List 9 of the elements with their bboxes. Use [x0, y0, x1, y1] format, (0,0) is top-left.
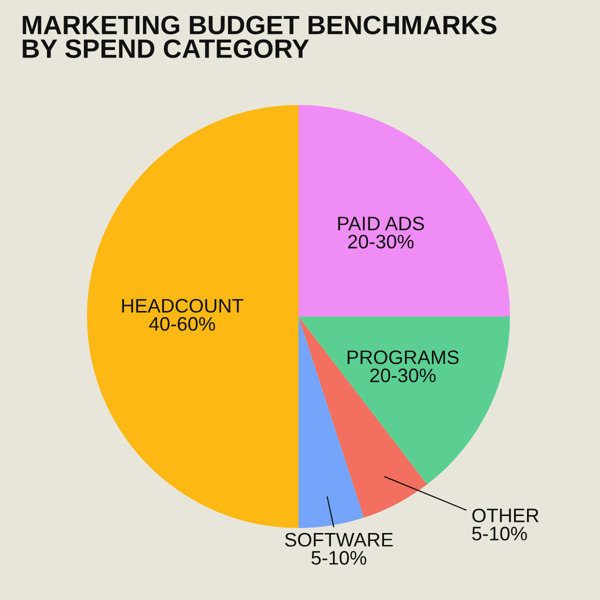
chart-title: MARKETING BUDGET BENCHMARKS BY SPEND CATEGORY — [22, 16, 496, 58]
slice-label: PROGRAMS 20-30% — [348, 350, 459, 382]
slice-label: PAID ADS 20-30% — [338, 216, 424, 249]
pie-slice — [298, 105, 510, 316]
pie-slice — [87, 105, 298, 528]
slice-label: HEADCOUNT 40-60% — [122, 298, 244, 331]
pie-slice — [298, 316, 510, 484]
slice-label: OTHER 5-10% — [472, 508, 539, 540]
slice-label: SOFTWARE 5-10% — [285, 532, 393, 565]
